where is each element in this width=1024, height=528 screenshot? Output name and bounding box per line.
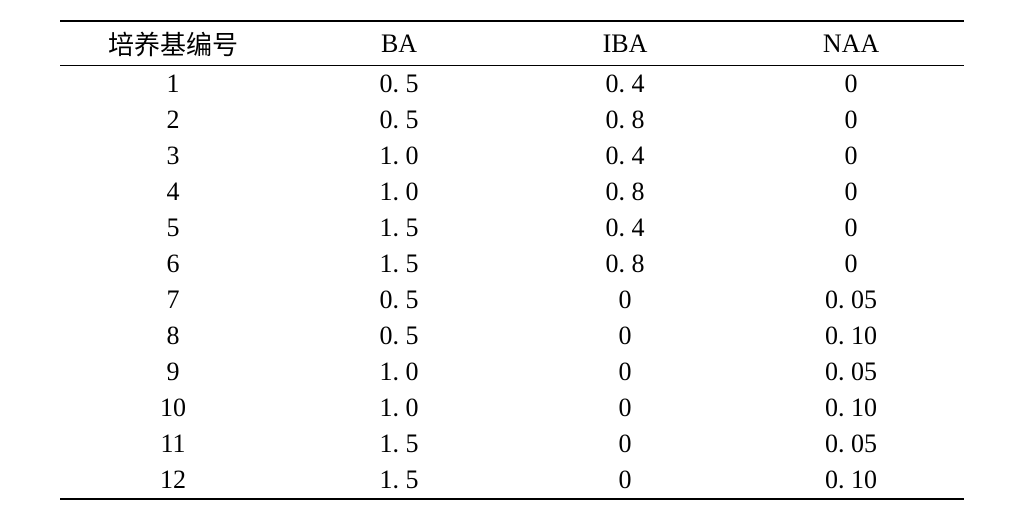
table-row: 8 0. 5 0 0. 10 bbox=[60, 318, 964, 354]
cell: 1. 5 bbox=[286, 210, 512, 246]
cell: 0. 5 bbox=[286, 318, 512, 354]
table-row: 4 1. 0 0. 8 0 bbox=[60, 174, 964, 210]
cell: 6 bbox=[60, 246, 286, 282]
cell: 0 bbox=[512, 462, 738, 499]
cell: 0 bbox=[738, 174, 964, 210]
cell: 0. 05 bbox=[738, 282, 964, 318]
cell: 0. 10 bbox=[738, 462, 964, 499]
cell: 1. 5 bbox=[286, 462, 512, 499]
cell: 0 bbox=[512, 390, 738, 426]
cell: 10 bbox=[60, 390, 286, 426]
table-row: 11 1. 5 0 0. 05 bbox=[60, 426, 964, 462]
cell: 0. 05 bbox=[738, 354, 964, 390]
table-row: 1 0. 5 0. 4 0 bbox=[60, 66, 964, 103]
cell: 7 bbox=[60, 282, 286, 318]
col-header-ba: BA bbox=[286, 21, 512, 66]
table-row: 12 1. 5 0 0. 10 bbox=[60, 462, 964, 499]
cell: 0 bbox=[512, 282, 738, 318]
cell: 0. 4 bbox=[512, 210, 738, 246]
cell: 1. 5 bbox=[286, 246, 512, 282]
table-row: 5 1. 5 0. 4 0 bbox=[60, 210, 964, 246]
cell: 0 bbox=[738, 138, 964, 174]
table-row: 3 1. 0 0. 4 0 bbox=[60, 138, 964, 174]
cell: 0. 5 bbox=[286, 282, 512, 318]
cell: 0. 10 bbox=[738, 318, 964, 354]
cell: 1 bbox=[60, 66, 286, 103]
table-row: 2 0. 5 0. 8 0 bbox=[60, 102, 964, 138]
cell: 0. 5 bbox=[286, 102, 512, 138]
cell: 0. 8 bbox=[512, 102, 738, 138]
cell: 0. 4 bbox=[512, 66, 738, 103]
cell: 0. 8 bbox=[512, 246, 738, 282]
table-row: 10 1. 0 0 0. 10 bbox=[60, 390, 964, 426]
cell: 0. 8 bbox=[512, 174, 738, 210]
cell: 0. 4 bbox=[512, 138, 738, 174]
cell: 9 bbox=[60, 354, 286, 390]
cell: 4 bbox=[60, 174, 286, 210]
data-table: 培养基编号 BA IBA NAA 1 0. 5 0. 4 0 2 0. 5 0.… bbox=[60, 20, 964, 500]
cell: 8 bbox=[60, 318, 286, 354]
cell: 3 bbox=[60, 138, 286, 174]
cell: 0. 5 bbox=[286, 66, 512, 103]
cell: 0 bbox=[738, 102, 964, 138]
cell: 12 bbox=[60, 462, 286, 499]
cell: 1. 0 bbox=[286, 138, 512, 174]
col-header-naa: NAA bbox=[738, 21, 964, 66]
cell: 0 bbox=[512, 426, 738, 462]
cell: 1. 0 bbox=[286, 174, 512, 210]
cell: 0. 10 bbox=[738, 390, 964, 426]
cell: 1. 0 bbox=[286, 354, 512, 390]
cell: 1. 5 bbox=[286, 426, 512, 462]
cell: 0 bbox=[738, 210, 964, 246]
table-row: 7 0. 5 0 0. 05 bbox=[60, 282, 964, 318]
cell: 5 bbox=[60, 210, 286, 246]
table-body: 1 0. 5 0. 4 0 2 0. 5 0. 8 0 3 1. 0 0. 4 … bbox=[60, 66, 964, 500]
col-header-id: 培养基编号 bbox=[60, 21, 286, 66]
cell: 1. 0 bbox=[286, 390, 512, 426]
cell: 0 bbox=[738, 246, 964, 282]
col-header-iba: IBA bbox=[512, 21, 738, 66]
cell: 0 bbox=[738, 66, 964, 103]
table-row: 6 1. 5 0. 8 0 bbox=[60, 246, 964, 282]
table-row: 9 1. 0 0 0. 05 bbox=[60, 354, 964, 390]
cell: 0. 05 bbox=[738, 426, 964, 462]
cell: 0 bbox=[512, 318, 738, 354]
cell: 2 bbox=[60, 102, 286, 138]
cell: 11 bbox=[60, 426, 286, 462]
table-header-row: 培养基编号 BA IBA NAA bbox=[60, 21, 964, 66]
cell: 0 bbox=[512, 354, 738, 390]
